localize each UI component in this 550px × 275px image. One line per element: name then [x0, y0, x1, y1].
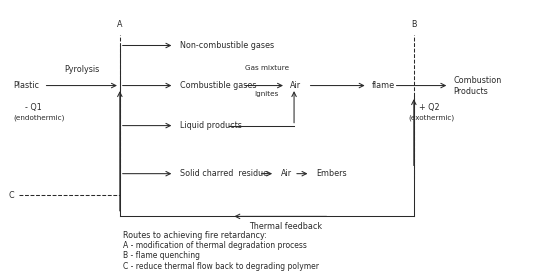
Text: Gas mixture: Gas mixture	[245, 65, 289, 71]
Text: Air: Air	[290, 81, 301, 90]
Text: Plastic: Plastic	[14, 81, 40, 90]
Text: A: A	[117, 20, 123, 29]
Text: (exothermic): (exothermic)	[409, 115, 454, 122]
Text: B - flame quenching: B - flame quenching	[123, 251, 200, 260]
Text: C - reduce thermal flow back to degrading polymer: C - reduce thermal flow back to degradin…	[123, 262, 318, 271]
Text: Thermal feedback: Thermal feedback	[249, 222, 322, 231]
Text: + Q2: + Q2	[419, 103, 440, 112]
Text: Embers: Embers	[316, 169, 346, 178]
Text: Solid charred  residue: Solid charred residue	[180, 169, 268, 178]
Text: B: B	[411, 20, 416, 29]
Text: Ignites: Ignites	[255, 91, 279, 97]
Text: Non-combustible gases: Non-combustible gases	[180, 41, 274, 50]
Text: Combustible gases: Combustible gases	[180, 81, 256, 90]
Text: flame: flame	[372, 81, 395, 90]
Text: C: C	[8, 191, 14, 200]
Text: Liquid products: Liquid products	[180, 121, 241, 130]
Text: Combustion
Products: Combustion Products	[454, 76, 502, 96]
Text: A - modification of thermal degradation process: A - modification of thermal degradation …	[123, 241, 306, 250]
Text: Pyrolysis: Pyrolysis	[64, 65, 100, 73]
Text: - Q1: - Q1	[25, 103, 41, 112]
Text: Routes to achieving fire retardancy:: Routes to achieving fire retardancy:	[123, 231, 266, 240]
Text: Air: Air	[280, 169, 292, 178]
Text: (endothermic): (endothermic)	[14, 115, 65, 122]
